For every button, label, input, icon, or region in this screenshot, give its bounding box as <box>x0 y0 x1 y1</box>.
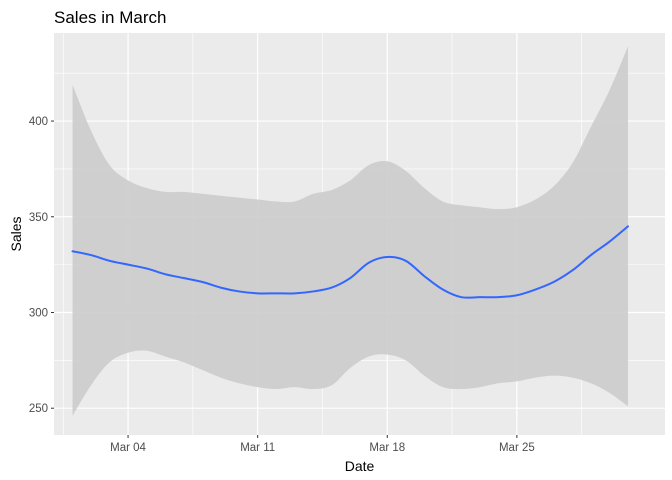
x-tick-label: Mar 25 <box>499 442 535 454</box>
axis-ticks <box>51 120 518 438</box>
x-axis-title: Date <box>345 458 375 474</box>
x-tick-label: Mar 11 <box>240 442 275 454</box>
smooth-line-layer <box>71 225 629 299</box>
y-tick-label: 400 <box>29 116 48 128</box>
y-axis-title: Sales <box>8 216 24 251</box>
confidence-ribbon <box>72 46 628 416</box>
y-tick-label: 300 <box>29 307 48 319</box>
y-tick-label: 350 <box>29 212 48 224</box>
x-tick-label: Mar 18 <box>369 442 405 454</box>
axis-tick-labels: 250 300 350 400 Mar 04 Mar 11 Mar 18 Mar 25 <box>29 116 535 454</box>
chart-title: Sales in March <box>54 8 166 27</box>
confidence-ribbon-layer <box>72 46 628 416</box>
x-tick-label: Mar 04 <box>110 442 146 454</box>
y-tick-label: 250 <box>29 403 48 415</box>
smooth-line <box>71 225 629 299</box>
